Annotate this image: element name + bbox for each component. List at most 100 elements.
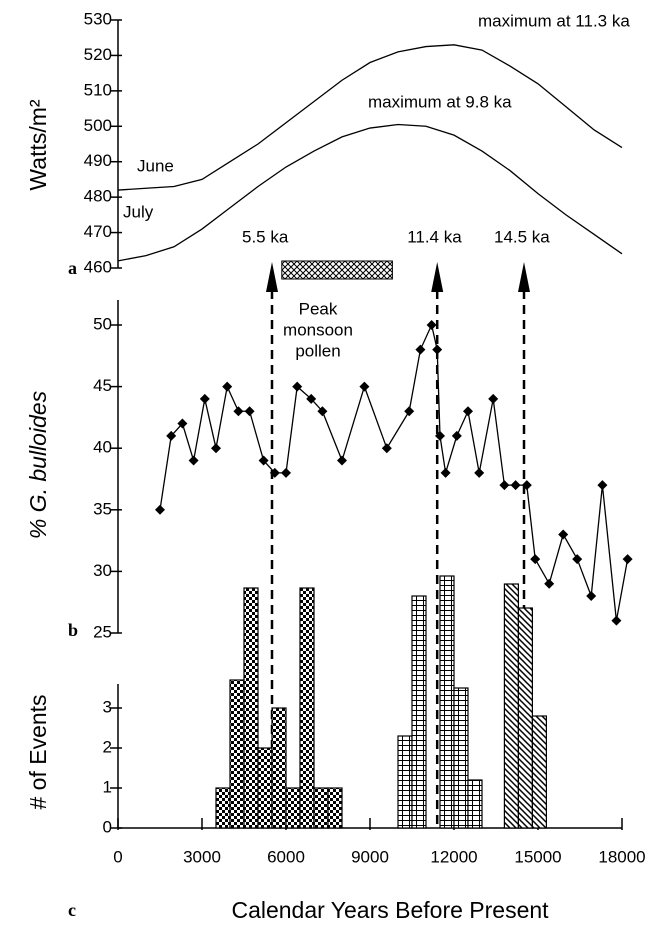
bar (531, 715, 548, 829)
data-point (188, 455, 199, 466)
data-point (426, 320, 437, 330)
y-tick-label: 490 (84, 151, 112, 170)
data-point (572, 554, 583, 565)
series-label: June (137, 156, 174, 175)
x-tick-label: 18000 (598, 847, 645, 866)
data-point (244, 406, 255, 417)
bar (313, 787, 329, 829)
annotation: maximum at 11.3 ka (478, 11, 630, 30)
data-point (499, 480, 510, 491)
annotation: Peak (299, 299, 338, 318)
data-point (199, 393, 210, 404)
data-point (166, 430, 177, 441)
data-point (292, 381, 303, 392)
y-tick-label: 35 (93, 499, 112, 518)
annotation: pollen (295, 341, 340, 360)
y-tick-label: 480 (84, 187, 112, 206)
bar (467, 779, 483, 829)
data-point (222, 381, 233, 392)
y-tick-label: 3 (103, 697, 112, 716)
data-point (359, 381, 370, 392)
y-tick-label: 2 (103, 737, 112, 756)
data-point (474, 467, 485, 478)
bar (503, 583, 519, 829)
y-axis-title: % G. bulloides (25, 390, 51, 539)
y-tick-label: 45 (93, 376, 112, 395)
y-tick-label: 510 (84, 80, 112, 99)
bar (517, 607, 534, 829)
data-point (463, 406, 473, 417)
y-tick-label: 25 (93, 622, 112, 641)
panel-label: c (68, 900, 76, 920)
bar (243, 587, 259, 829)
data-point (622, 554, 633, 565)
series-label: July (123, 202, 154, 221)
x-tick-label: 12000 (430, 847, 477, 866)
y-tick-label: 500 (84, 116, 112, 135)
bar (215, 787, 231, 829)
data-point (530, 554, 541, 565)
y-tick-label: 0 (103, 817, 112, 836)
data-point (381, 443, 392, 454)
y-tick-label: 40 (93, 438, 112, 457)
data-point (586, 591, 597, 602)
y-tick-label: 530 (84, 9, 112, 28)
bar (285, 787, 301, 829)
y-axis-title: Watts/m² (25, 99, 51, 190)
y-tick-label: 460 (84, 257, 112, 276)
bar (411, 595, 427, 829)
pollen-range (281, 260, 393, 280)
arrow-head (431, 262, 444, 292)
data-point (211, 443, 221, 454)
x-tick-label: 6000 (267, 847, 305, 866)
x-axis-title: Calendar Years Before Present (231, 897, 549, 923)
panel-label: b (68, 620, 78, 640)
data-point (306, 393, 317, 404)
x-tick-label: 9000 (351, 847, 389, 866)
data-point (488, 393, 499, 404)
data-point (155, 504, 165, 515)
x-tick-label: 15000 (514, 847, 561, 866)
bar (229, 679, 245, 829)
data-point (177, 418, 188, 429)
series-line (117, 44, 623, 191)
y-tick-label: 520 (84, 45, 112, 64)
annotation: maximum at 9.8 ka (368, 92, 512, 111)
y-axis-title: # of Events (25, 694, 51, 809)
panel-label: a (68, 258, 77, 278)
x-tick-label: 0 (113, 847, 122, 866)
bar (327, 787, 343, 829)
data-point (404, 406, 415, 417)
data-point (317, 406, 328, 417)
arrow-label: 11.4 ka (407, 227, 462, 246)
bar (439, 575, 455, 829)
bar (299, 587, 315, 829)
data-point (544, 578, 555, 589)
data-point (432, 344, 443, 355)
bar (271, 707, 287, 829)
data-point (510, 480, 521, 491)
data-point (233, 406, 244, 417)
arrow-label: 5.5 ka (242, 227, 289, 246)
data-point (258, 455, 269, 466)
data-point (558, 529, 569, 540)
data-point (415, 344, 426, 355)
data-point (597, 480, 608, 491)
series-line (159, 322, 629, 621)
arrow-label: 14.5 ka (494, 227, 550, 246)
arrow-head (266, 262, 278, 292)
bar (257, 747, 273, 829)
data-point (451, 430, 462, 441)
y-tick-label: 50 (93, 314, 112, 333)
series-line (117, 123, 623, 262)
data-point (440, 467, 451, 478)
bar (453, 687, 469, 829)
bar (397, 735, 413, 829)
data-point (337, 455, 347, 466)
y-tick-label: 1 (103, 777, 112, 796)
y-tick-label: 30 (93, 561, 112, 580)
annotation: monsoon (283, 320, 353, 339)
y-tick-label: 470 (84, 222, 112, 241)
arrow-head (518, 262, 530, 292)
